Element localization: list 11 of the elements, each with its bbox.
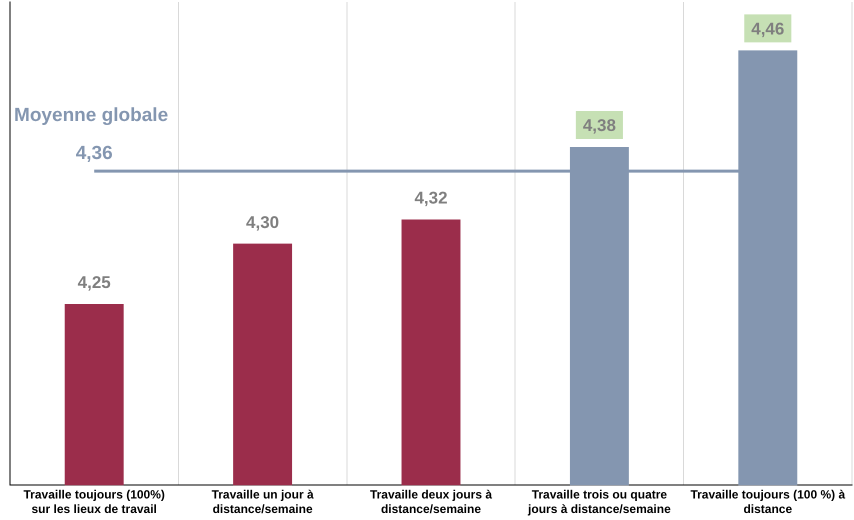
x-tick-label: Travaille un jour à distance/semaine (212, 488, 314, 516)
data-label: 4,30 (246, 212, 280, 232)
x-tick-label: Travaille toujours (100%) sur les lieux de travail (24, 488, 165, 516)
x-tick-label: Travaille trois ou quatre jours à distance/semaine (527, 488, 672, 516)
data-label: 4,32 (414, 188, 448, 208)
ref-line-label: Moyenne globale 4,36 (14, 105, 168, 164)
data-label: 4,38 (582, 116, 616, 136)
data-label: 4,25 (78, 273, 111, 292)
x-tick-label: Travaille deux jours à distance/semaine (370, 488, 492, 516)
x-tick-label: Travaille toujours (100 %) à distance (690, 488, 846, 516)
data-label: 4,46 (751, 20, 784, 39)
